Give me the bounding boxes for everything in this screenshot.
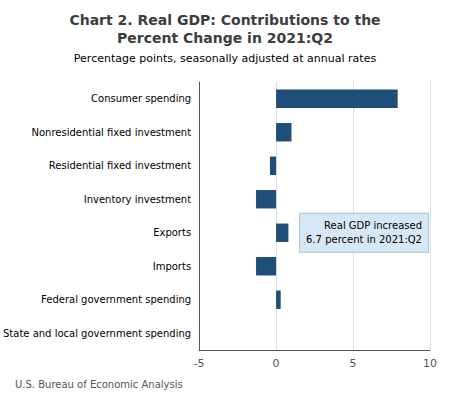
svg-text:0: 0 xyxy=(273,357,280,370)
svg-text:-5: -5 xyxy=(194,357,205,370)
svg-text:10: 10 xyxy=(423,357,437,370)
svg-text:Percentage points, seasonally: Percentage points, seasonally adjusted a… xyxy=(74,52,377,65)
svg-text:U.S. Bureau of Economic Analys: U.S. Bureau of Economic Analysis xyxy=(15,379,183,390)
svg-text:Inventory investment: Inventory investment xyxy=(84,194,191,205)
svg-text:Consumer spending: Consumer spending xyxy=(91,93,191,104)
svg-text:State and local government spe: State and local government spending xyxy=(3,328,191,339)
svg-text:Real GDP increased: Real GDP increased xyxy=(324,220,422,231)
svg-text:6.7 percent in 2021:Q2: 6.7 percent in 2021:Q2 xyxy=(306,234,422,245)
svg-text:Nonresidential fixed investmen: Nonresidential fixed investment xyxy=(31,127,191,138)
svg-text:Percent Change in 2021:Q2: Percent Change in 2021:Q2 xyxy=(117,30,333,46)
svg-text:Exports: Exports xyxy=(153,227,191,238)
svg-text:Residential fixed investment: Residential fixed investment xyxy=(49,160,191,171)
svg-text:Chart 2. Real GDP: Contributio: Chart 2. Real GDP: Contributions to the xyxy=(69,12,380,28)
svg-text:5: 5 xyxy=(350,357,357,370)
svg-text:Imports: Imports xyxy=(153,261,191,272)
svg-text:Federal government spending: Federal government spending xyxy=(41,294,191,305)
